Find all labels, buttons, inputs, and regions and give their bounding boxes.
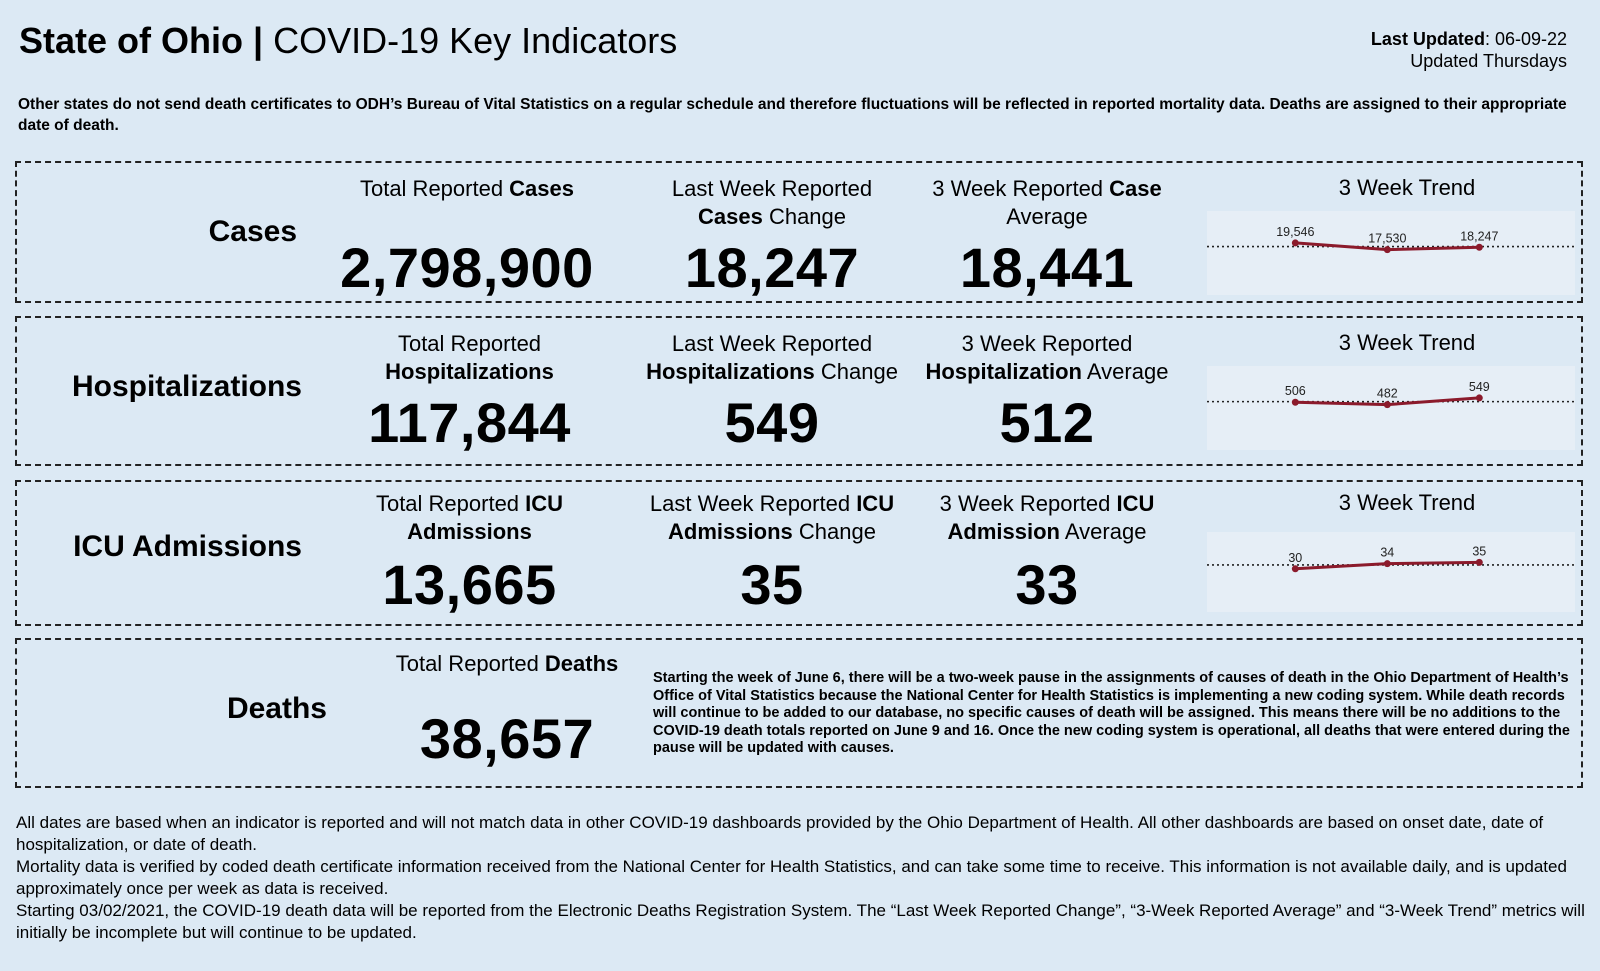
trend-data-label: 549 <box>1469 380 1490 394</box>
cases-trend-chart: 19,546 17,530 18,247 <box>1207 211 1575 295</box>
cases-avg-value: 18,441 <box>959 236 1135 299</box>
hosp-trend-title: 3 Week Trend <box>1338 330 1476 355</box>
last-updated-label: Last Updated <box>1370 29 1485 49</box>
trend-point <box>1383 401 1391 409</box>
hosp-trend-chart: 506 482 549 <box>1207 366 1575 450</box>
icu-change-heading-c: Admissions <box>668 519 793 544</box>
dashboard-title: COVID-19 Key Indicators <box>263 20 678 61</box>
cases-change-heading-c: Change <box>762 204 847 229</box>
cases-avg-heading-c: Average <box>1006 204 1088 229</box>
hosp-avg-heading: 3 Week Reported Hospitalization Average <box>902 330 1192 386</box>
trend-data-label: 34 <box>1380 546 1394 560</box>
icu-total-heading-a: Total Reported <box>375 491 526 516</box>
cases-avg-heading-a: 3 Week Reported <box>932 176 1110 201</box>
trend-point <box>1475 243 1483 251</box>
icu-total-heading-c: Admissions <box>407 519 532 544</box>
trend-data-label: 18,247 <box>1460 229 1498 243</box>
icu-avg-value: 33 <box>1015 553 1079 616</box>
icu-total-value: 13,665 <box>382 553 557 616</box>
deaths-coding-note: Starting the week of June 6, there will … <box>653 670 1570 756</box>
hosp-avg-heading-a: 3 Week Reported <box>961 331 1133 356</box>
hosp-change-heading-b: Hospitalizations <box>646 359 815 384</box>
icu-trend-chart: 30 34 35 <box>1207 532 1575 612</box>
hosp-change-heading-c: Change <box>814 359 898 384</box>
icu-change-heading: Last Week Reported ICU Admissions Change <box>622 490 922 546</box>
icu-change-heading-d: Change <box>792 519 876 544</box>
trend-point <box>1291 239 1299 247</box>
trend-point <box>1383 560 1391 568</box>
cases-total-heading-a: Total Reported <box>359 176 510 201</box>
footer-note-dates: All dates are based when an indicator is… <box>16 813 1544 854</box>
cases-trend-title: 3 Week Trend <box>1338 175 1476 200</box>
icu-panel: ICU Admissions Total Reported ICU Admiss… <box>15 480 1583 626</box>
hosp-change-heading-a: Last Week Reported <box>671 331 873 356</box>
hosp-change-value: 549 <box>724 391 820 454</box>
cases-change-heading-b: Cases <box>697 204 763 229</box>
deaths-panel: Deaths Total Reported Deaths 38,657 Star… <box>15 638 1583 788</box>
icu-avg-heading: 3 Week Reported ICU Admission Average <box>902 490 1192 546</box>
hospitalizations-panel: Hospitalizations Total Reported Hospital… <box>15 316 1583 466</box>
hosp-total-heading-a: Total Reported <box>397 331 542 356</box>
cases-label: Cases <box>208 215 297 248</box>
icu-total-heading: Total Reported ICU Admissions <box>317 490 622 546</box>
cases-total-heading-b: Cases <box>509 176 575 201</box>
trend-point <box>1291 398 1299 406</box>
trend-data-label: 482 <box>1377 387 1398 401</box>
cases-total-heading: Total Reported Cases <box>317 175 617 203</box>
cases-panel: Cases Total Reported Cases 2,798,900 Las… <box>15 161 1583 303</box>
icu-trend-title: 3 Week Trend <box>1338 490 1476 515</box>
update-frequency: Updated Thursdays <box>1410 51 1567 71</box>
deaths-total-value: 38,657 <box>419 707 595 770</box>
hosp-total-value: 117,844 <box>368 391 571 454</box>
trend-data-label: 35 <box>1472 544 1486 558</box>
icu-label: ICU Admissions <box>73 530 302 563</box>
hosp-change-heading: Last Week Reported Hospitalizations Chan… <box>622 330 922 386</box>
deaths-label: Deaths <box>226 692 327 725</box>
cases-avg-heading-b: Case <box>1109 176 1162 201</box>
state-title: State of Ohio | <box>19 20 264 61</box>
last-updated-value: : 06-09-22 <box>1484 29 1567 49</box>
icu-change-value: 35 <box>740 553 804 616</box>
cases-total-value: 2,798,900 <box>340 236 594 299</box>
icu-avg-heading-d: Average <box>1060 519 1147 544</box>
deaths-total-heading-b: Deaths <box>544 651 619 676</box>
trend-data-label: 30 <box>1288 551 1302 565</box>
trend-data-label: 19,546 <box>1276 225 1314 239</box>
cases-change-value: 18,247 <box>684 236 860 299</box>
trend-point <box>1383 246 1391 254</box>
trend-point <box>1291 565 1299 573</box>
hosp-total-heading: Total Reported Hospitalizations <box>317 330 622 386</box>
hosp-avg-heading-c: Average <box>1082 359 1169 384</box>
hosp-avg-heading-b: Hospitalization <box>925 359 1082 384</box>
trend-data-label: 506 <box>1285 384 1306 398</box>
icu-total-heading-b: ICU <box>525 491 564 516</box>
cases-avg-heading: 3 Week Reported Case Average <box>902 175 1192 231</box>
trend-point <box>1475 394 1483 402</box>
icu-change-heading-b: ICU <box>856 491 895 516</box>
hosp-avg-value: 512 <box>999 391 1095 454</box>
icu-change-heading-a: Last Week Reported <box>649 491 857 516</box>
cases-change-heading-a: Last Week Reported <box>671 176 873 201</box>
icu-avg-heading-a: 3 Week Reported <box>939 491 1117 516</box>
hospitalizations-label: Hospitalizations <box>71 370 302 403</box>
footer-note-edrs: Starting 03/02/2021, the COVID-19 death … <box>16 901 1585 942</box>
trend-point <box>1475 558 1483 566</box>
deaths-total-heading: Total Reported Deaths <box>352 650 662 678</box>
deaths-total-heading-a: Total Reported <box>395 651 545 676</box>
footer-note-mortality: Mortality data is verified by coded deat… <box>16 857 1567 898</box>
footer-notes: All dates are based when an indicator is… <box>16 812 1591 944</box>
hosp-total-heading-b: Hospitalizations <box>385 359 554 384</box>
mortality-notice: Other states do not send death certifica… <box>18 96 1567 134</box>
cases-change-heading: Last Week Reported Cases Change <box>622 175 922 231</box>
page-title: State of Ohio | COVID-19 Key Indicators <box>19 20 677 62</box>
icu-avg-heading-b: ICU <box>1116 491 1155 516</box>
trend-data-label: 17,530 <box>1368 232 1406 246</box>
last-updated: Last Updated: 06-09-22 Updated Thursdays <box>1371 28 1567 72</box>
icu-avg-heading-c: Admission <box>947 519 1060 544</box>
